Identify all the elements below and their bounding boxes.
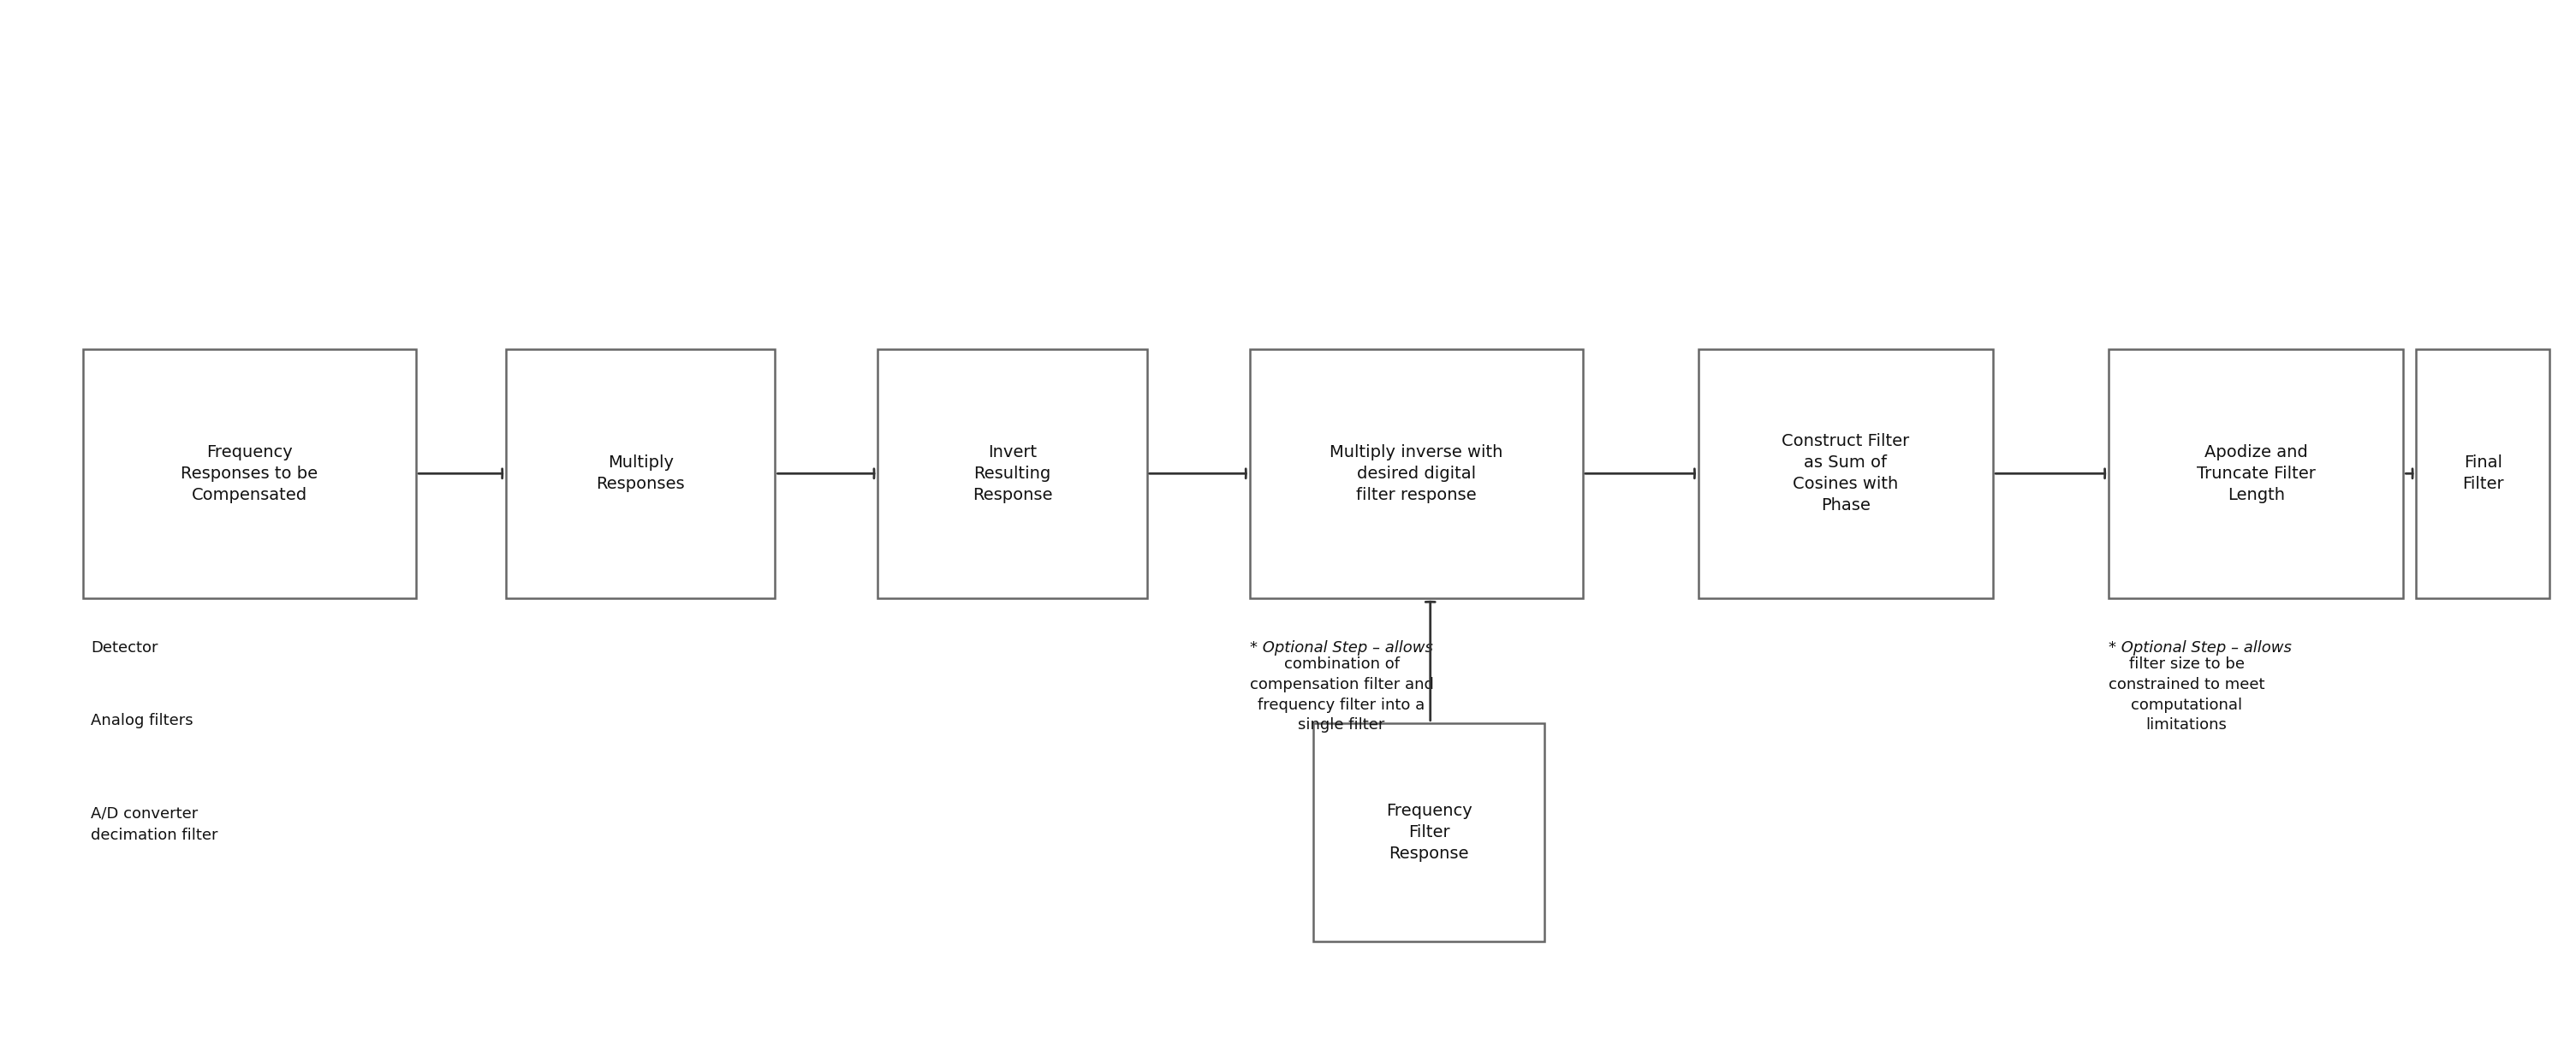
Text: Analog filters: Analog filters [90, 713, 193, 728]
Text: combination of
compensation filter and
frequency filter into a
single filter: combination of compensation filter and f… [1249, 657, 1432, 733]
Text: Multiply inverse with
desired digital
filter response: Multiply inverse with desired digital fi… [1329, 444, 1502, 503]
Text: Construct Filter
as Sum of
Cosines with
Phase: Construct Filter as Sum of Cosines with … [1783, 433, 1909, 514]
Text: * Optional Step – allows: * Optional Step – allows [2110, 640, 2293, 655]
Text: Final
Filter: Final Filter [2463, 455, 2504, 492]
Bar [2110, 349, 2403, 598]
Text: Frequency
Responses to be
Compensated: Frequency Responses to be Compensated [180, 444, 317, 503]
Bar [1314, 723, 1546, 941]
Bar [1249, 349, 1582, 598]
Text: Multiply
Responses: Multiply Responses [595, 455, 685, 492]
Text: filter size to be
constrained to meet
computational
limitations: filter size to be constrained to meet co… [2110, 657, 2264, 733]
Bar [878, 349, 1146, 598]
Text: A/D converter
decimation filter: A/D converter decimation filter [90, 806, 219, 843]
Text: Apodize and
Truncate Filter
Length: Apodize and Truncate Filter Length [2197, 444, 2316, 503]
Bar [82, 349, 417, 598]
Text: Invert
Resulting
Response: Invert Resulting Response [971, 444, 1054, 503]
Text: Detector: Detector [90, 640, 157, 655]
Bar [505, 349, 775, 598]
Text: * Optional Step – allows: * Optional Step – allows [1249, 640, 1432, 655]
Bar [2416, 349, 2550, 598]
Text: Frequency
Filter
Response: Frequency Filter Response [1386, 803, 1471, 862]
Bar [1698, 349, 1994, 598]
